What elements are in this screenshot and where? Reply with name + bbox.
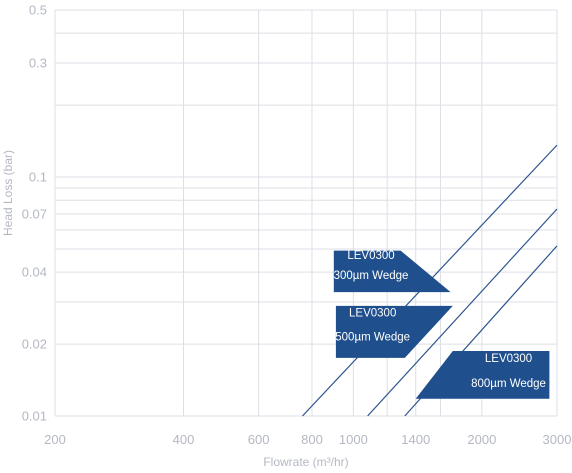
- y-tick-label: 0.01: [22, 409, 47, 424]
- series-label-model-1: LEV0300: [347, 250, 394, 262]
- series-label-model-2: LEV0300: [349, 307, 396, 319]
- series-labels: LEV0300 300µm Wedge LEV0300 500µm Wedge LEV0…: [334, 250, 550, 399]
- series-label-box-1: [333, 250, 451, 293]
- y-tick-label: 0.07: [22, 207, 47, 222]
- y-tick-label: 0.04: [22, 265, 47, 280]
- series-label-box-2: [335, 305, 453, 358]
- x-tick-label: 600: [248, 432, 270, 447]
- x-tick-label: 1000: [339, 432, 368, 447]
- x-tick-label: 400: [173, 432, 195, 447]
- series-label-box-3: [415, 351, 550, 399]
- x-tick-label: 800: [301, 432, 323, 447]
- x-tick-label: 200: [44, 432, 66, 447]
- series-label-model-3: LEV0300: [485, 353, 532, 365]
- grid: [54, 9, 558, 417]
- tick-labels: 200 400 600 800 1000 1400 2000 3000 0.01 0.02 0.04…: [22, 3, 572, 448]
- series-line-2: [367, 208, 558, 417]
- y-tick-label: 0.5: [29, 3, 47, 18]
- series-label-size-3: 800µm Wedge: [471, 378, 546, 390]
- x-tick-label: 2000: [467, 432, 496, 447]
- series-label-size-2: 500µm Wedge: [335, 331, 410, 343]
- x-tick-label: 3000: [543, 432, 572, 447]
- y-tick-label: 0.3: [29, 56, 47, 71]
- y-axis-label: Head Loss (bar): [1, 150, 15, 236]
- x-tick-label: 1400: [401, 432, 430, 447]
- y-tick-label: 0.02: [22, 337, 47, 352]
- series-label-size-1: 300µm Wedge: [334, 270, 409, 282]
- y-tick-label: 0.1: [29, 170, 47, 185]
- x-axis-label: Flowrate (m³/hr): [263, 455, 348, 469]
